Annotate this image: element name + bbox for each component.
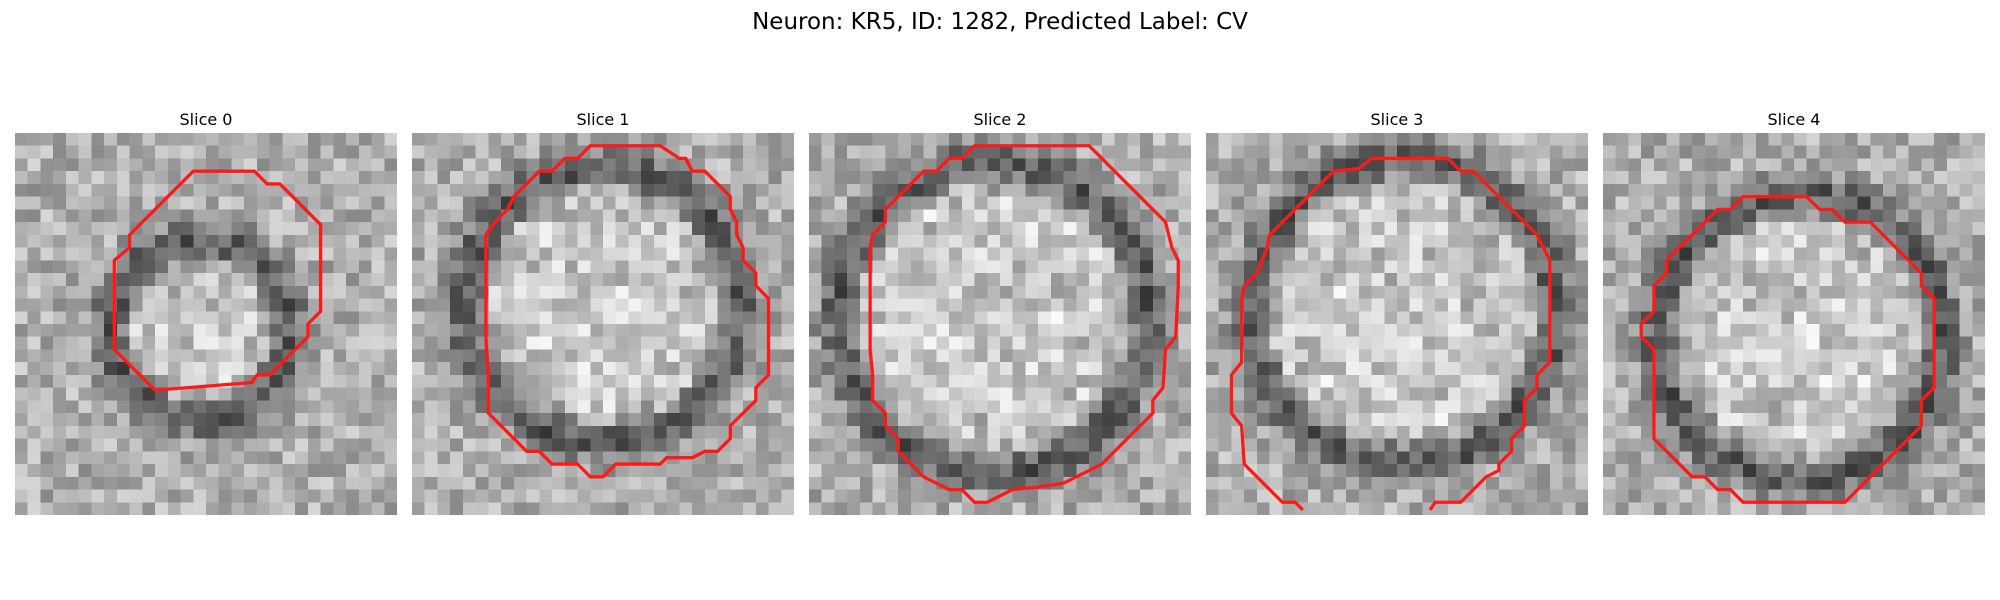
slice-title: Slice 3 [1206,110,1588,130]
slice-image [1206,133,1588,515]
slice-image [1603,133,1985,515]
slice-image [15,133,397,515]
slice-title: Slice 4 [1603,110,1985,130]
slice-title: Slice 2 [809,110,1191,130]
slice-title: Slice 1 [412,110,794,130]
figure-title: Neuron: KR5, ID: 1282, Predicted Label: … [0,7,2000,37]
slice-title: Slice 0 [15,110,397,130]
slice-image [809,133,1191,515]
slice-image [412,133,794,515]
